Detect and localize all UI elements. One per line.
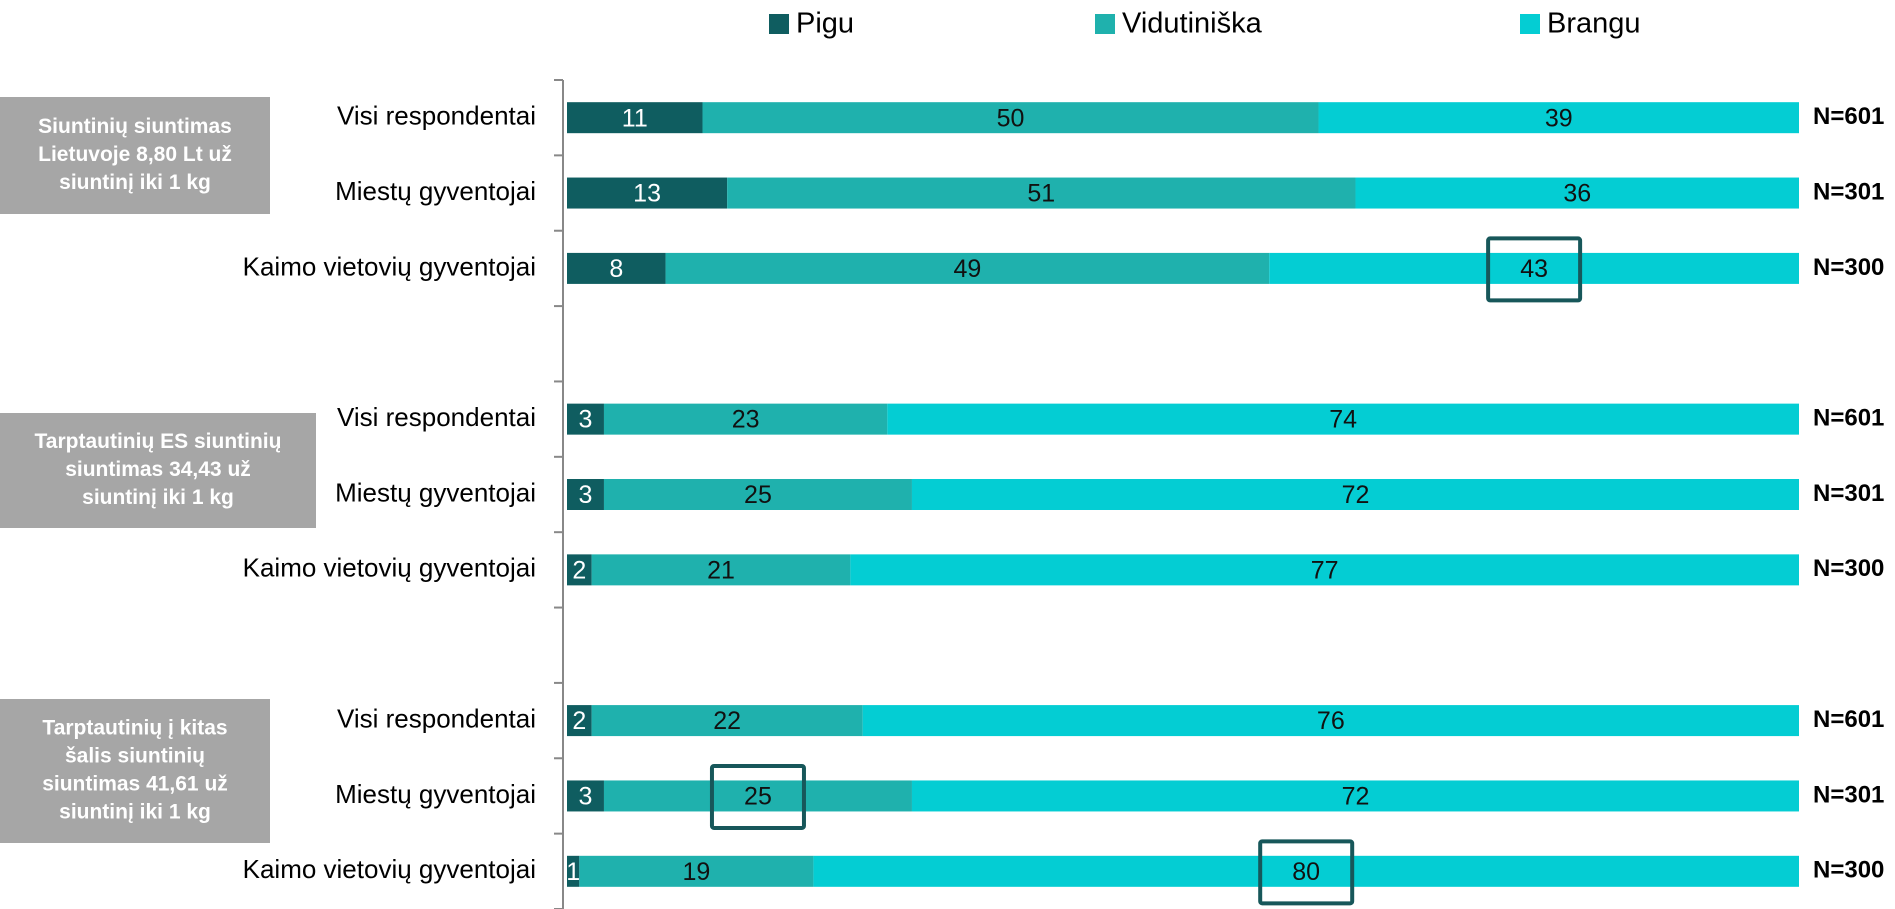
highlight-box <box>1258 839 1355 906</box>
category-label: Miestų gyventojai <box>335 477 536 507</box>
n-label: N=601 <box>1813 706 1884 733</box>
n-label: N=601 <box>1813 404 1884 431</box>
bar-segment <box>911 479 1799 510</box>
group-label: siuntinį iki 1 kg <box>59 171 211 194</box>
bar-segment <box>887 403 1799 435</box>
legend-label: Vidutiniška <box>1122 8 1263 40</box>
group-label: Tarptautinių ES siuntinių <box>35 430 282 453</box>
legend-swatch <box>1520 14 1540 34</box>
data-label: 77 <box>1311 556 1339 584</box>
group-label: šalis siuntinių <box>65 745 205 768</box>
data-label: 72 <box>1342 481 1370 509</box>
bar-segment <box>567 252 666 284</box>
bar-segment <box>567 102 703 134</box>
category-label: Visi respondentai <box>337 402 536 432</box>
bar-segment <box>567 780 604 812</box>
legend-swatch <box>769 14 789 34</box>
data-label: 25 <box>744 481 772 509</box>
bar-segment <box>567 554 592 586</box>
n-label: N=301 <box>1813 781 1884 808</box>
bar-segment <box>603 780 912 812</box>
group-label: Siuntinių siuntimas <box>38 115 232 138</box>
bar-segment <box>911 780 1799 812</box>
group-box <box>0 97 270 214</box>
data-label: 51 <box>1027 180 1055 208</box>
data-label: 50 <box>997 104 1025 132</box>
category-label: Visi respondentai <box>337 101 536 131</box>
bar-segment <box>1318 102 1799 134</box>
data-label: 72 <box>1342 783 1370 811</box>
category-label: Miestų gyventojai <box>335 779 536 809</box>
bar-segment <box>567 479 604 510</box>
data-label: 19 <box>682 858 710 886</box>
category-label: Kaimo vietovių gyventojai <box>243 553 536 583</box>
bar-segment <box>567 177 728 209</box>
data-label: 49 <box>953 255 981 283</box>
data-label: 1 <box>566 858 580 886</box>
data-label: 2 <box>572 707 586 735</box>
data-label: 3 <box>579 783 593 811</box>
data-label: 21 <box>707 556 735 584</box>
data-label: 23 <box>732 406 760 434</box>
bar-segment <box>591 705 863 737</box>
bar-segment <box>850 554 1799 586</box>
category-label: Miestų gyventojai <box>335 176 536 206</box>
data-label: 11 <box>622 104 648 132</box>
data-label: 36 <box>1563 180 1591 208</box>
bar-segment <box>702 102 1319 134</box>
data-label: 39 <box>1545 104 1573 132</box>
bar-segment <box>1269 252 1799 284</box>
group-label: siuntinį iki 1 kg <box>59 801 211 824</box>
data-label: 22 <box>713 707 741 735</box>
legend-label: Brangu <box>1547 8 1641 40</box>
data-label: 80 <box>1292 858 1320 886</box>
n-label: N=301 <box>1813 480 1884 507</box>
data-label: 3 <box>579 481 593 509</box>
bar-segment <box>603 403 888 435</box>
data-label: 76 <box>1317 707 1345 735</box>
group-label: siuntimas 41,61 už <box>42 773 228 796</box>
bar-segment <box>862 705 1799 737</box>
n-label: N=300 <box>1813 254 1884 281</box>
bar-segment <box>579 855 814 887</box>
data-label: 8 <box>609 255 623 283</box>
group-label: siuntimas 34,43 už <box>65 458 251 481</box>
data-label: 13 <box>633 180 661 208</box>
n-label: N=300 <box>1813 857 1884 884</box>
data-label: 3 <box>579 406 593 434</box>
category-label: Visi respondentai <box>337 703 536 733</box>
n-label: N=601 <box>1813 103 1884 130</box>
group-label: Lietuvoje 8,80 Lt už <box>38 143 232 166</box>
data-label: 25 <box>744 783 772 811</box>
bar-segment <box>591 554 851 586</box>
highlight-box <box>709 763 806 830</box>
category-label: Kaimo vietovių gyventojai <box>243 251 536 281</box>
bar-segment <box>1355 177 1799 209</box>
group-box <box>0 413 316 528</box>
group-label: Tarptautinių į kitas <box>42 717 227 740</box>
data-label: 43 <box>1520 255 1548 283</box>
n-label: N=301 <box>1813 178 1884 205</box>
bar-segment <box>813 855 1799 887</box>
bar-segment <box>727 177 1356 209</box>
bar-segment <box>567 855 580 887</box>
data-label: 2 <box>572 556 586 584</box>
bar-segment <box>567 705 592 737</box>
legend-swatch <box>1095 14 1115 34</box>
bar-segment <box>665 252 1270 284</box>
bar-segment <box>567 403 604 435</box>
bar-segment <box>603 479 912 510</box>
n-label: N=300 <box>1813 555 1884 582</box>
group-label: siuntinį iki 1 kg <box>82 486 234 509</box>
data-label: 74 <box>1329 406 1357 434</box>
category-label: Kaimo vietovių gyventojai <box>243 854 536 884</box>
legend-label: Pigu <box>796 8 854 40</box>
group-box <box>0 699 270 843</box>
highlight-box <box>1486 236 1583 303</box>
